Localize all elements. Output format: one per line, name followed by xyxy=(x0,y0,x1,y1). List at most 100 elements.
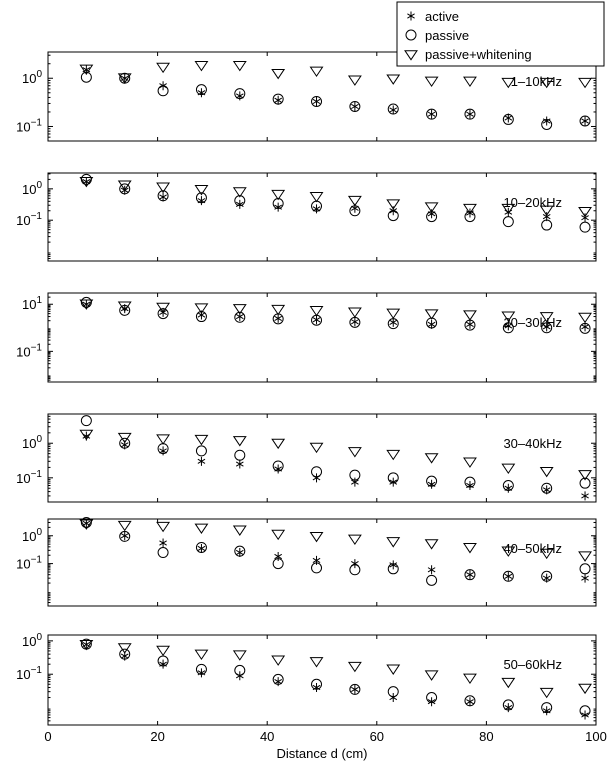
data-point xyxy=(195,84,207,96)
panel: 100 10−1 40–50kHz xyxy=(16,516,597,607)
data-point xyxy=(232,525,247,536)
y-tick-label: 100 xyxy=(22,69,42,86)
series-triangle-down xyxy=(79,639,592,699)
data-point xyxy=(389,317,398,327)
data-point xyxy=(157,308,169,320)
data-point xyxy=(502,216,514,228)
data-point xyxy=(579,322,591,334)
data-point xyxy=(504,207,513,217)
data-point xyxy=(309,66,324,78)
data-point xyxy=(347,195,362,207)
panel-frame xyxy=(47,634,597,726)
data-point xyxy=(271,189,286,201)
data-point xyxy=(311,466,323,478)
data-point xyxy=(464,476,476,488)
data-point xyxy=(234,195,246,207)
data-point xyxy=(579,221,591,233)
y-tick-label: 100 xyxy=(22,527,42,544)
data-point xyxy=(195,445,207,457)
data-point xyxy=(424,670,439,681)
data-point xyxy=(466,480,474,490)
data-point xyxy=(311,678,323,690)
data-point xyxy=(578,470,592,481)
data-point xyxy=(581,491,589,501)
y-tick-label: 101 xyxy=(22,295,42,312)
data-point xyxy=(274,95,283,105)
panel: 100 10−1 1–10kHz xyxy=(16,51,597,142)
data-point xyxy=(464,211,476,223)
data-point xyxy=(232,187,247,198)
data-point xyxy=(311,95,323,107)
data-point xyxy=(579,563,591,575)
data-point xyxy=(504,483,513,493)
data-point xyxy=(117,432,132,444)
data-point xyxy=(234,664,246,676)
data-point xyxy=(271,68,286,80)
data-point xyxy=(119,183,131,195)
data-point xyxy=(234,449,246,461)
series-circle xyxy=(80,516,591,586)
data-point xyxy=(197,668,206,678)
data-point xyxy=(197,196,206,206)
series-circle xyxy=(80,71,591,130)
data-point xyxy=(389,477,398,487)
data-point xyxy=(79,177,94,188)
data-point xyxy=(541,219,553,231)
data-point xyxy=(312,682,321,692)
data-point xyxy=(466,109,474,119)
data-point xyxy=(272,460,284,472)
data-point xyxy=(194,60,209,72)
data-point xyxy=(463,543,477,554)
data-point xyxy=(464,569,476,581)
y-tick-label: 10−1 xyxy=(16,555,42,572)
data-point xyxy=(466,697,474,707)
legend-label: passive xyxy=(425,28,469,43)
data-point xyxy=(347,661,362,673)
data-point xyxy=(386,664,401,675)
panel-label: 30–40kHz xyxy=(503,436,562,451)
data-point xyxy=(424,202,439,213)
data-point xyxy=(501,77,516,89)
data-point xyxy=(312,315,321,325)
data-point xyxy=(504,113,513,123)
series-asterisk xyxy=(82,65,589,126)
data-point xyxy=(351,317,359,327)
data-point xyxy=(194,434,209,446)
data-point xyxy=(79,64,94,75)
panel: 101 10−1 20–30kHz xyxy=(16,292,597,383)
data-point xyxy=(347,447,362,458)
series-circle xyxy=(80,415,591,494)
data-point xyxy=(349,683,361,695)
data-point xyxy=(312,96,321,106)
data-point xyxy=(501,677,516,689)
data-point xyxy=(197,88,206,98)
data-point xyxy=(312,204,321,214)
data-point xyxy=(194,185,209,196)
data-point xyxy=(501,546,516,557)
data-point xyxy=(427,565,436,575)
data-point xyxy=(424,453,439,464)
data-point xyxy=(117,301,132,312)
data-point xyxy=(347,307,362,318)
data-point xyxy=(312,473,321,483)
data-point xyxy=(274,551,283,561)
data-point xyxy=(311,562,323,574)
data-point xyxy=(117,520,132,532)
data-point xyxy=(309,306,324,317)
data-point xyxy=(119,304,131,316)
data-point xyxy=(157,85,169,97)
data-point xyxy=(578,77,592,89)
data-point xyxy=(271,304,286,316)
data-point xyxy=(159,192,167,202)
data-point xyxy=(387,210,399,222)
data-point xyxy=(80,296,92,308)
data-point xyxy=(117,73,132,84)
data-point xyxy=(272,93,284,105)
data-point xyxy=(119,530,131,542)
data-point xyxy=(120,531,129,541)
series-circle xyxy=(80,638,591,717)
data-point xyxy=(156,645,171,657)
